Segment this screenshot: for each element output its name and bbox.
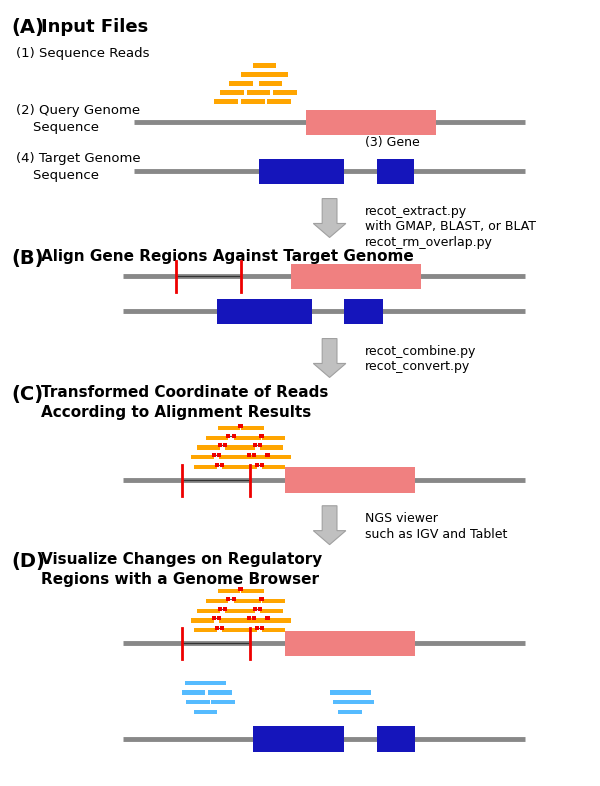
Bar — [259, 159, 344, 184]
Bar — [211, 700, 235, 704]
Bar — [268, 99, 291, 104]
Bar — [306, 109, 436, 135]
Bar — [233, 608, 255, 613]
Bar — [182, 690, 205, 695]
Bar — [214, 99, 238, 104]
Bar — [332, 700, 356, 704]
Bar — [262, 465, 284, 469]
Bar — [225, 446, 247, 450]
Text: Transformed Coordinate of Reads
According to Alignment Results: Transformed Coordinate of Reads Accordin… — [41, 385, 328, 420]
Text: recot_convert.py: recot_convert.py — [365, 360, 470, 373]
Bar — [238, 435, 261, 440]
FancyArrow shape — [313, 505, 346, 545]
Text: (C): (C) — [11, 385, 43, 404]
Bar — [338, 710, 362, 714]
Bar — [225, 608, 247, 613]
Text: (D): (D) — [11, 553, 45, 571]
Bar — [194, 628, 217, 632]
Bar — [227, 619, 249, 623]
Bar — [247, 90, 271, 94]
Bar — [223, 628, 245, 632]
Bar — [265, 72, 288, 77]
Bar — [241, 590, 264, 593]
Bar — [206, 435, 229, 440]
Bar — [219, 619, 241, 623]
Text: Input Files: Input Files — [41, 18, 148, 36]
Bar — [377, 726, 415, 752]
Bar — [260, 446, 283, 450]
Text: (B): (B) — [11, 249, 44, 268]
Text: Visualize Changes on Regulatory
Regions with a Genome Browser: Visualize Changes on Regulatory Regions … — [41, 553, 322, 587]
Bar — [347, 690, 371, 695]
Bar — [208, 690, 232, 695]
Text: recot_extract.py: recot_extract.py — [365, 205, 467, 218]
Bar — [259, 81, 282, 86]
Bar — [218, 426, 240, 430]
Bar — [254, 455, 277, 459]
Bar — [260, 608, 283, 613]
Text: (3) Gene: (3) Gene — [365, 136, 420, 149]
Bar — [241, 426, 264, 430]
Bar — [241, 72, 265, 77]
Text: recot_combine.py: recot_combine.py — [365, 345, 476, 358]
Bar — [262, 599, 284, 603]
Bar — [218, 590, 240, 593]
Text: (2) Query Genome
    Sequence: (2) Query Genome Sequence — [16, 104, 140, 134]
Bar — [262, 628, 284, 632]
Bar — [187, 700, 210, 704]
Text: recot_rm_overlap.py: recot_rm_overlap.py — [365, 236, 493, 249]
Text: (4) Target Genome
    Sequence: (4) Target Genome Sequence — [16, 152, 140, 182]
Bar — [220, 90, 244, 94]
Bar — [233, 446, 255, 450]
Text: (1) Sequence Reads: (1) Sequence Reads — [16, 47, 149, 60]
Bar — [194, 465, 217, 469]
Bar — [206, 599, 229, 603]
Bar — [235, 465, 257, 469]
Bar — [262, 435, 284, 440]
Bar — [229, 81, 253, 86]
Bar — [268, 455, 290, 459]
Text: with GMAP, BLAST, or BLAT: with GMAP, BLAST, or BLAT — [365, 220, 536, 233]
Bar — [254, 619, 277, 623]
Text: NGS viewer: NGS viewer — [365, 512, 438, 525]
FancyArrow shape — [313, 199, 346, 237]
Bar — [191, 455, 214, 459]
Bar — [193, 710, 217, 714]
Bar — [268, 619, 290, 623]
Bar — [219, 455, 241, 459]
Bar — [235, 435, 257, 440]
Bar — [244, 619, 267, 623]
FancyArrow shape — [313, 339, 346, 377]
Bar — [244, 455, 267, 459]
Bar — [191, 619, 214, 623]
Bar — [235, 628, 257, 632]
Bar — [285, 467, 415, 493]
Bar — [217, 299, 312, 324]
Bar — [227, 455, 249, 459]
Bar — [350, 700, 374, 704]
Bar — [197, 446, 220, 450]
Bar — [235, 599, 257, 603]
Text: Align Gene Regions Against Target Genome: Align Gene Regions Against Target Genome — [41, 249, 413, 264]
Bar — [274, 90, 297, 94]
Text: (A): (A) — [11, 18, 44, 37]
Bar — [377, 159, 413, 184]
Bar — [197, 608, 220, 613]
Bar — [223, 465, 245, 469]
Bar — [238, 599, 261, 603]
Text: such as IGV and Tablet: such as IGV and Tablet — [365, 527, 508, 541]
Bar — [202, 681, 226, 685]
Bar — [344, 299, 383, 324]
Bar — [185, 681, 208, 685]
Bar — [285, 630, 415, 656]
Bar — [253, 726, 344, 752]
Bar — [291, 263, 421, 289]
Bar — [253, 64, 277, 68]
Bar — [241, 99, 265, 104]
Bar — [329, 690, 353, 695]
